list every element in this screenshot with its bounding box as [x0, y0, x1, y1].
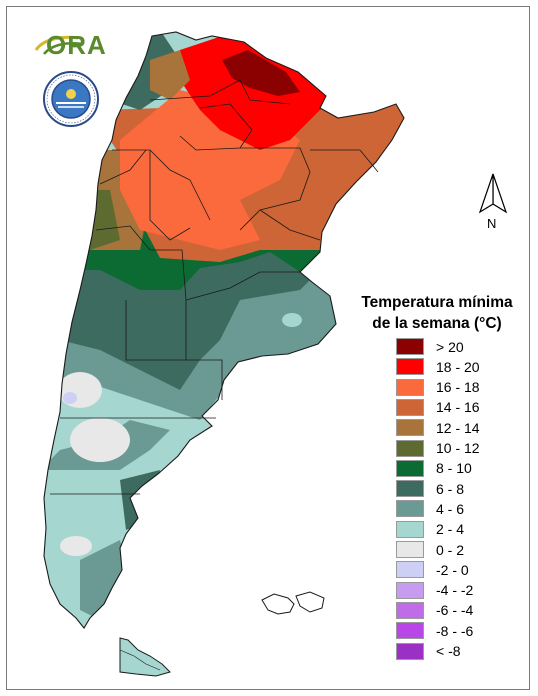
legend-label: 2 - 4 [436, 521, 465, 538]
legend-label: 14 - 16 [436, 399, 480, 416]
legend-label: 0 - 2 [436, 541, 465, 558]
legend-swatch [396, 500, 424, 518]
legend-swatch [396, 338, 424, 355]
legend-swatch [396, 601, 424, 619]
legend-swatch [396, 520, 424, 538]
legend-swatch [396, 622, 424, 640]
legend-swatch [396, 642, 424, 660]
legend-title: Temperatura mínima de la semana (°C) [344, 292, 530, 334]
legend-item: -6 - -4 [396, 601, 473, 620]
legend-label: < -8 [436, 643, 461, 659]
malvinas-islands [261, 591, 325, 615]
legend-item: 10 - 12 [396, 439, 480, 458]
legend-swatch [396, 378, 424, 396]
legend-item: -2 - 0 [396, 560, 469, 579]
legend-swatch [396, 480, 424, 498]
legend-label: 8 - 10 [436, 460, 472, 477]
legend-item: 12 - 14 [396, 418, 480, 437]
ora-logo [34, 35, 83, 55]
legend-title-line2: de la semana (°C) [372, 315, 502, 332]
legend-label: -8 - -6 [436, 622, 474, 639]
legend-label: 16 - 18 [436, 379, 480, 396]
legend-swatch [396, 541, 424, 558]
legend-item: 18 - 20 [396, 357, 480, 376]
legend-item: -8 - -6 [396, 621, 473, 640]
legend-label: 4 - 6 [436, 500, 465, 517]
legend-title-line1: Temperatura mínima [361, 294, 513, 311]
legend-label: 6 - 8 [436, 480, 465, 497]
legend-swatch [396, 561, 424, 579]
legend-item: 4 - 6 [396, 499, 464, 518]
legend-swatch [396, 398, 424, 416]
north-label: N [487, 216, 497, 231]
legend-item: 8 - 10 [396, 459, 472, 478]
legend-item: 0 - 2 [396, 540, 464, 559]
ora-logo-text: ORA [46, 30, 107, 60]
legend-label: > 20 [436, 338, 464, 355]
country-outline [43, 31, 405, 629]
legend-item: 2 - 4 [396, 520, 464, 539]
legend-swatch [396, 459, 424, 477]
legend-label: -2 - 0 [436, 561, 469, 578]
legend-label: 18 - 20 [436, 358, 480, 375]
legend-item: 14 - 16 [396, 398, 480, 417]
legend-swatch [396, 358, 424, 376]
legend-swatch [396, 419, 424, 437]
legend-swatch [396, 581, 424, 599]
province-borders [50, 79, 379, 495]
legend-label: 12 - 14 [436, 419, 480, 436]
north-arrow-icon [478, 173, 508, 214]
legend-item: > 20 [396, 337, 464, 356]
legend-label: -6 - -4 [436, 602, 474, 619]
legend-label: 10 - 12 [436, 440, 480, 456]
legend-swatch [396, 439, 424, 457]
legend-item: -4 - -2 [396, 581, 473, 600]
legend-item: 16 - 18 [396, 378, 480, 397]
legend-label: -4 - -2 [436, 582, 474, 599]
smn-seal-icon [43, 71, 99, 127]
legend-item: < -8 [396, 642, 461, 661]
legend-item: 6 - 8 [396, 479, 464, 498]
tierra-del-fuego [119, 637, 171, 677]
